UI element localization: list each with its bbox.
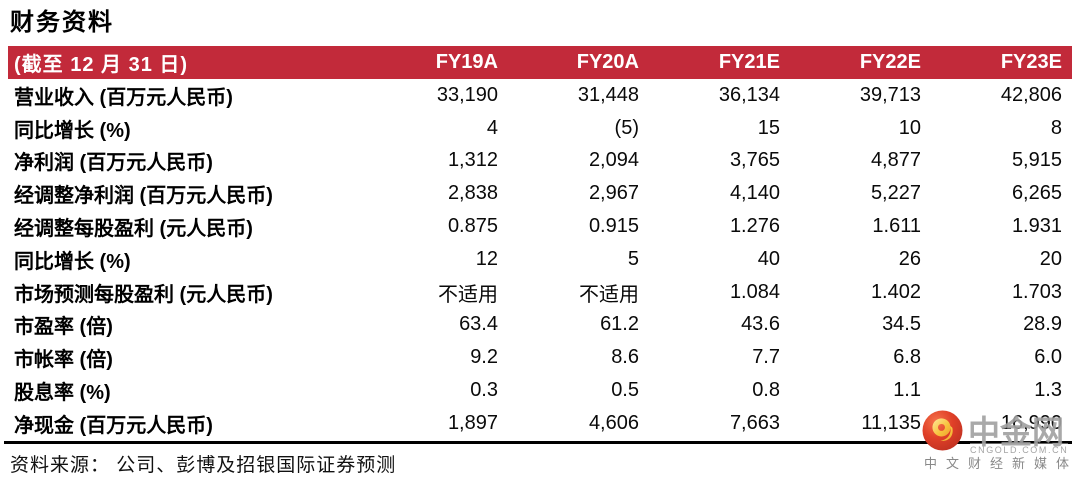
value-cell: 2,838 [447, 182, 498, 205]
value-cell: 26 [898, 247, 921, 270]
table-row: 市盈率 (倍) 63.4 61.2 43.6 34.5 28.9 [8, 308, 1072, 342]
value-cell: 5,915 [1011, 149, 1062, 172]
table-bottom-rule [4, 441, 1072, 444]
column-header-fy19a: FY19A [435, 51, 498, 73]
column-header-fy20a: FY20A [576, 51, 639, 73]
value-cell: 6.0 [1034, 346, 1062, 369]
row-label: 同比增长 (%) [14, 250, 131, 273]
value-cell: 28.9 [1023, 313, 1062, 336]
value-cell: 1.611 [872, 215, 921, 238]
table-row: 同比增长 (%) 12 5 40 26 20 [8, 242, 1072, 276]
watermark-domain: CNGOLD.COM.CN [970, 443, 1069, 455]
table-header-row: (截至 12 月 31 日) FY19A FY20A FY21E FY22E FY23E [8, 46, 1072, 79]
row-label: 经调整每股盈利 (元人民币) [14, 218, 253, 241]
source-note: 资料来源： 公司、彭博及招银国际证券预测 [10, 455, 397, 476]
value-cell: 42,806 [1000, 83, 1062, 106]
value-cell: 11,135 [861, 411, 921, 434]
value-cell: 1.276 [729, 215, 780, 238]
row-label: 市盈率 (倍) [14, 316, 113, 339]
value-cell: 7.7 [752, 346, 780, 369]
table-row: 营业收入 (百万元人民币) 33,190 31,448 36,134 39,713 42,… [8, 79, 1072, 112]
value-cell: 10 [898, 116, 921, 139]
value-cell: 8 [1050, 116, 1062, 139]
value-cell: 7,663 [729, 411, 780, 434]
value-cell: 2,967 [588, 182, 639, 205]
table-row: 经调整每股盈利 (元人民币) 0.875 0.915 1.276 1.611 1.931 [8, 210, 1072, 243]
value-cell: 16,990 [1000, 411, 1062, 434]
table-row: 市帐率 (倍) 9.2 8.6 7.7 6.8 6.0 [8, 341, 1072, 375]
value-cell: 5,227 [870, 182, 921, 205]
row-label: 净现金 (百万元人民币) [14, 414, 213, 437]
value-cell: 1.3 [1034, 379, 1062, 402]
value-cell: 6,265 [1011, 182, 1062, 205]
value-cell: 4 [486, 116, 498, 139]
table-row: 净利润 (百万元人民币) 1,312 2,094 3,765 4,877 5,915 [8, 144, 1072, 178]
value-cell: 9.2 [470, 346, 498, 369]
value-cell: 34.5 [882, 313, 921, 336]
value-cell: 31,448 [577, 83, 639, 106]
row-label: 股息率 (%) [14, 382, 111, 405]
value-cell: 15 [757, 116, 780, 139]
value-cell: 39,713 [859, 83, 921, 106]
value-cell: 0.3 [470, 379, 498, 402]
value-cell: 1.402 [870, 280, 921, 303]
value-cell: 40 [757, 247, 780, 270]
value-cell: 1.084 [729, 280, 780, 303]
value-cell: (5) [614, 116, 639, 139]
value-cell: 0.5 [611, 379, 639, 402]
table-row: 净现金 (百万元人民币) 1,897 4,606 7,663 11,135 16,990 [8, 406, 1072, 440]
financial-table: (截至 12 月 31 日) FY19A FY20A FY21E FY22E FY23E… [8, 46, 1072, 440]
value-cell: 1.1 [893, 379, 921, 402]
value-cell: 0.875 [447, 215, 498, 238]
value-cell: 不适用 [579, 283, 639, 306]
column-header-fy22e: FY22E [859, 51, 921, 73]
value-cell: 63.4 [459, 313, 498, 336]
value-cell: 5 [627, 247, 639, 270]
table-row: 股息率 (%) 0.3 0.5 0.8 1.1 1.3 [8, 374, 1072, 407]
value-cell: 1,312 [447, 149, 498, 172]
table-row: 经调整净利润 (百万元人民币) 2,838 2,967 4,140 5,227 6,265 [8, 177, 1072, 211]
value-cell: 1,897 [447, 411, 498, 434]
value-cell: 8.6 [611, 346, 639, 369]
table-row: 同比增长 (%) 4 (5) 15 10 8 [8, 111, 1072, 145]
row-label: 同比增长 (%) [14, 119, 131, 142]
column-header-fy21e: FY21E [718, 51, 780, 73]
value-cell: 36,134 [718, 83, 780, 106]
page-title: 财务资料 [10, 9, 114, 36]
table-row: 市场预测每股盈利 (元人民币) 不适用 不适用 1.084 1.402 1.703 [8, 275, 1072, 309]
value-cell: 61.2 [600, 313, 639, 336]
row-label: 市场预测每股盈利 (元人民币) [14, 283, 273, 306]
value-cell: 6.8 [893, 346, 921, 369]
value-cell: 不适用 [438, 283, 498, 306]
table-header-label: (截至 12 月 31 日) [14, 54, 189, 76]
column-header-fy23e: FY23E [1000, 51, 1062, 73]
table-body: 营业收入 (百万元人民币) 33,190 31,448 36,134 39,713 42,… [8, 79, 1072, 440]
value-cell: 4,140 [729, 182, 780, 205]
value-cell: 0.8 [752, 379, 780, 402]
watermark-tagline: 中文财经新媒体 [924, 456, 1079, 471]
value-cell: 4,606 [588, 411, 639, 434]
value-cell: 12 [475, 247, 498, 270]
row-label: 营业收入 (百万元人民币) [14, 86, 233, 109]
value-cell: 3,765 [729, 149, 780, 172]
row-label: 经调整净利润 (百万元人民币) [14, 185, 273, 208]
row-label: 净利润 (百万元人民币) [14, 152, 213, 175]
value-cell: 33,190 [436, 83, 498, 106]
value-cell: 2,094 [588, 149, 639, 172]
row-label: 市帐率 (倍) [14, 349, 113, 372]
value-cell: 1.931 [1011, 215, 1062, 238]
value-cell: 4,877 [870, 149, 921, 172]
value-cell: 1.703 [1011, 280, 1062, 303]
value-cell: 43.6 [741, 313, 780, 336]
value-cell: 20 [1039, 247, 1062, 270]
value-cell: 0.915 [588, 215, 639, 238]
